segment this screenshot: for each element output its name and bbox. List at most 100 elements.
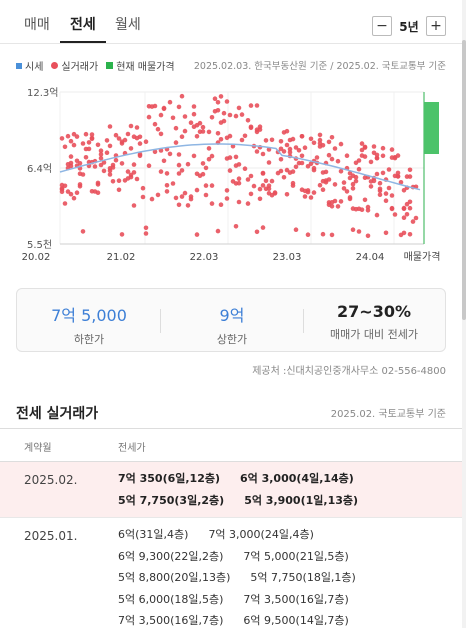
actual-price-point [116, 178, 122, 183]
actual-price-point [164, 189, 170, 194]
actual-price-point [326, 152, 332, 158]
actual-price-point [110, 165, 116, 170]
actual-price-point [71, 142, 77, 148]
actual-price-point [335, 204, 341, 209]
summary-low-value: 7억 5,000 [51, 306, 127, 325]
actual-price-point [173, 140, 179, 145]
actual-price-point [218, 137, 224, 142]
price-line: 6억(31일,4층) 7억 3,000(24일,4층) [118, 524, 376, 546]
actual-price-point [395, 174, 401, 179]
price-line: 5억 7,750(3일,2층) 5억 3,900(1일,13층) [118, 490, 378, 512]
actual-price-point [98, 152, 104, 157]
actual-price-point [296, 148, 302, 153]
summary-low: 7억 5,000 하한가 [17, 289, 161, 353]
actual-price-point [380, 145, 386, 151]
summary-high-label: 상한가 [216, 333, 248, 346]
actual-price-point [107, 172, 113, 177]
scrollbar-thumb[interactable] [462, 40, 466, 320]
actual-price-point [359, 207, 365, 212]
actual-price-point [251, 183, 257, 189]
x-tick-label: 20.02 [22, 252, 51, 263]
deal-type-tabs: 매매 전세 월세 − 5년 + [0, 0, 466, 44]
actual-price-point [167, 151, 173, 157]
actual-price-point [365, 233, 371, 239]
actual-price-point [374, 212, 380, 218]
actual-price-point [68, 138, 74, 144]
actual-price-point [293, 164, 299, 170]
actual-price-point [401, 230, 407, 236]
actual-price-point [350, 227, 356, 232]
actual-price-point [203, 183, 209, 188]
actual-price-point [332, 146, 338, 151]
actual-price-point [356, 229, 362, 234]
tab-jeonse[interactable]: 전세 [70, 17, 96, 33]
actual-price-point [131, 170, 137, 175]
actual-price-point [356, 166, 362, 172]
actual-price-point [401, 215, 407, 220]
price-line: 5억 6,000(18일,5층) 7억 3,500(16일,7층) [118, 589, 376, 611]
actual-price-point [245, 118, 251, 123]
x-tick-label: 24.04 [356, 252, 385, 263]
actual-price-point [287, 150, 293, 155]
actual-price-point [407, 232, 413, 237]
actual-price-point [401, 188, 407, 193]
actual-price-point [302, 194, 308, 199]
actual-price-point [62, 183, 68, 189]
actual-price-point [194, 187, 200, 193]
actual-price-point [149, 196, 155, 202]
actual-price-point [179, 194, 185, 199]
actual-price-point [101, 168, 107, 174]
actual-price-point [383, 198, 389, 203]
actual-price-point [377, 180, 383, 186]
agent-info: 제공처 :신대치공인중개사무소 02-556-4800 [252, 366, 446, 377]
actual-price-swatch [51, 62, 59, 69]
actual-price-point [269, 178, 275, 184]
actual-price-point [236, 162, 242, 167]
price-entry: 7억 3,500(16일,7층) [243, 592, 349, 606]
actual-price-point [236, 176, 242, 181]
price-entry: 7억 350(6일,12층) [118, 472, 220, 485]
actual-price-point [131, 203, 137, 208]
active-tab-indicator [60, 41, 106, 43]
scrollbar[interactable] [462, 0, 466, 628]
actual-price-point [326, 139, 332, 145]
actual-price-point [134, 176, 140, 182]
price-entry: 7억 3,500(16일,7층) [118, 614, 224, 627]
actual-price-point [152, 121, 158, 127]
actual-price-point [161, 158, 167, 164]
period-decrease-button[interactable]: − [372, 16, 392, 36]
tab-sale[interactable]: 매매 [24, 17, 50, 33]
actual-price-point [167, 99, 173, 105]
actual-price-point [170, 181, 176, 186]
actual-price-point [65, 133, 71, 139]
actual-price-point [182, 128, 188, 134]
actual-price-point [215, 108, 221, 113]
actual-price-point [383, 230, 389, 236]
tab-monthly-rent[interactable]: 월세 [115, 17, 141, 33]
actual-price-point [383, 191, 389, 196]
actual-price-point [326, 177, 332, 182]
actual-price-point [68, 154, 74, 159]
actual-price-point [59, 186, 65, 192]
actual-price-point [86, 140, 92, 145]
actual-price-point [176, 152, 182, 157]
actual-price-point [299, 160, 305, 166]
actual-price-point [254, 103, 260, 108]
actual-price-point [158, 169, 164, 174]
actual-price-point [374, 171, 380, 177]
price-entry: 6억(31일,4층) [118, 528, 189, 541]
actual-price-point [257, 186, 263, 192]
period-increase-button[interactable]: + [426, 16, 446, 36]
actual-price-point [221, 118, 227, 124]
actual-price-point [137, 141, 143, 146]
actual-price-point [248, 103, 254, 108]
actual-price-point [164, 183, 170, 188]
actual-price-point [344, 189, 350, 194]
actual-price-point [209, 183, 215, 188]
actual-price-point [137, 134, 143, 140]
actual-price-point [152, 103, 158, 109]
actual-price-point [206, 156, 212, 162]
actual-price-point [179, 168, 185, 173]
price-entry: 6억 9,300(22일,2층) [118, 549, 224, 563]
actual-price-point [410, 219, 416, 224]
